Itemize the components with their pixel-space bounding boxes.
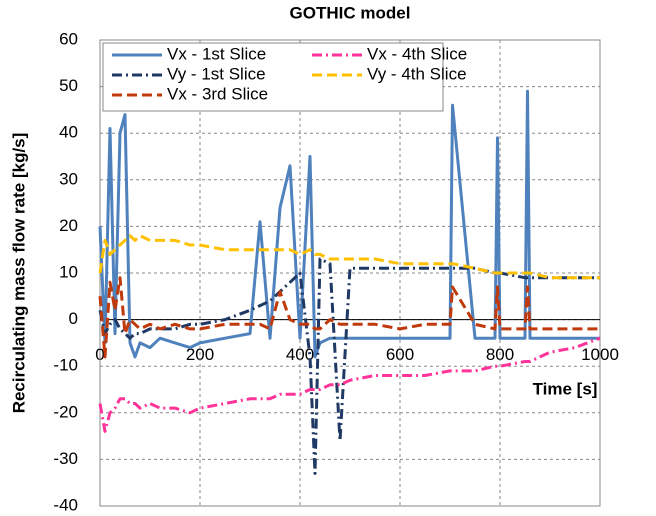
legend-label: Vy - 4th Slice <box>367 64 467 83</box>
y-axis-label: Recirculating mass flow rate [kg/s] <box>9 133 28 414</box>
series-line <box>98 234 600 280</box>
y-tick-label: -40 <box>53 495 78 514</box>
x-axis-label: Time [s] <box>533 379 598 398</box>
y-tick-label: -10 <box>53 356 78 375</box>
chart-title: GOTHIC model <box>290 3 411 22</box>
y-tick-label: -20 <box>53 402 78 421</box>
y-tick-label: 60 <box>59 29 78 48</box>
series-line <box>98 89 600 359</box>
legend-label: Vy - 1st Slice <box>167 64 266 83</box>
series-line <box>98 276 600 359</box>
y-tick-label: 30 <box>59 169 78 188</box>
y-tick-label: 10 <box>59 262 78 281</box>
y-tick-label: 40 <box>59 123 78 142</box>
series-line <box>98 336 601 433</box>
y-tick-label: 0 <box>69 309 78 328</box>
legend-label: Vx - 1st Slice <box>167 44 266 63</box>
legend-label: Vx - 4th Slice <box>367 44 467 63</box>
y-tick-label: -30 <box>53 449 78 468</box>
legend-label: Vx - 3rd Slice <box>167 84 268 103</box>
y-tick-label: 50 <box>59 76 78 95</box>
y-tick-label: 20 <box>59 216 78 235</box>
